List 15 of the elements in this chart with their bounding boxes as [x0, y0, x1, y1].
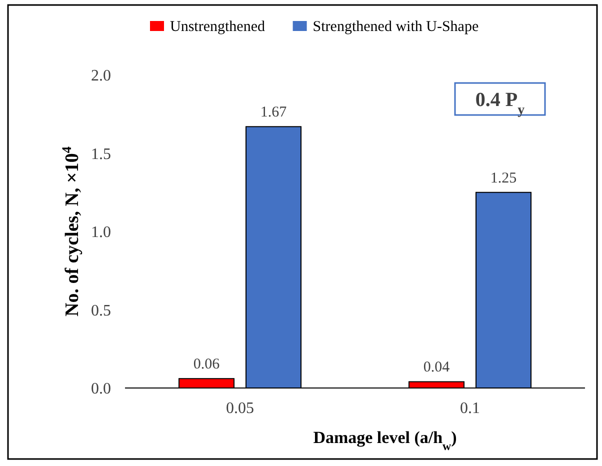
y-tick-label: 2.0 — [91, 68, 111, 85]
y-tick-label: 1.5 — [91, 146, 111, 163]
x-tick-label: 0.1 — [460, 400, 480, 417]
x-axis-title: Damage level (a/h$_{w}$) — [313, 428, 457, 453]
y-tick-label: 1.0 — [91, 224, 111, 242]
y-tick-label: 0.0 — [91, 380, 111, 398]
legend-label: Strengthened with U-Shape — [312, 19, 479, 35]
x-tick-label: 0.05 — [226, 400, 254, 417]
data-label: 1.25 — [490, 170, 517, 186]
data-label: 1.67 — [260, 104, 288, 121]
y-tick-label: 0.5 — [91, 302, 111, 320]
data-label: 0.04 — [423, 360, 450, 376]
legend-label: Unstrengthened — [170, 19, 266, 35]
data-label: 0.06 — [193, 356, 220, 373]
annotation: 0.4 P$_{y}$ — [475, 89, 525, 118]
